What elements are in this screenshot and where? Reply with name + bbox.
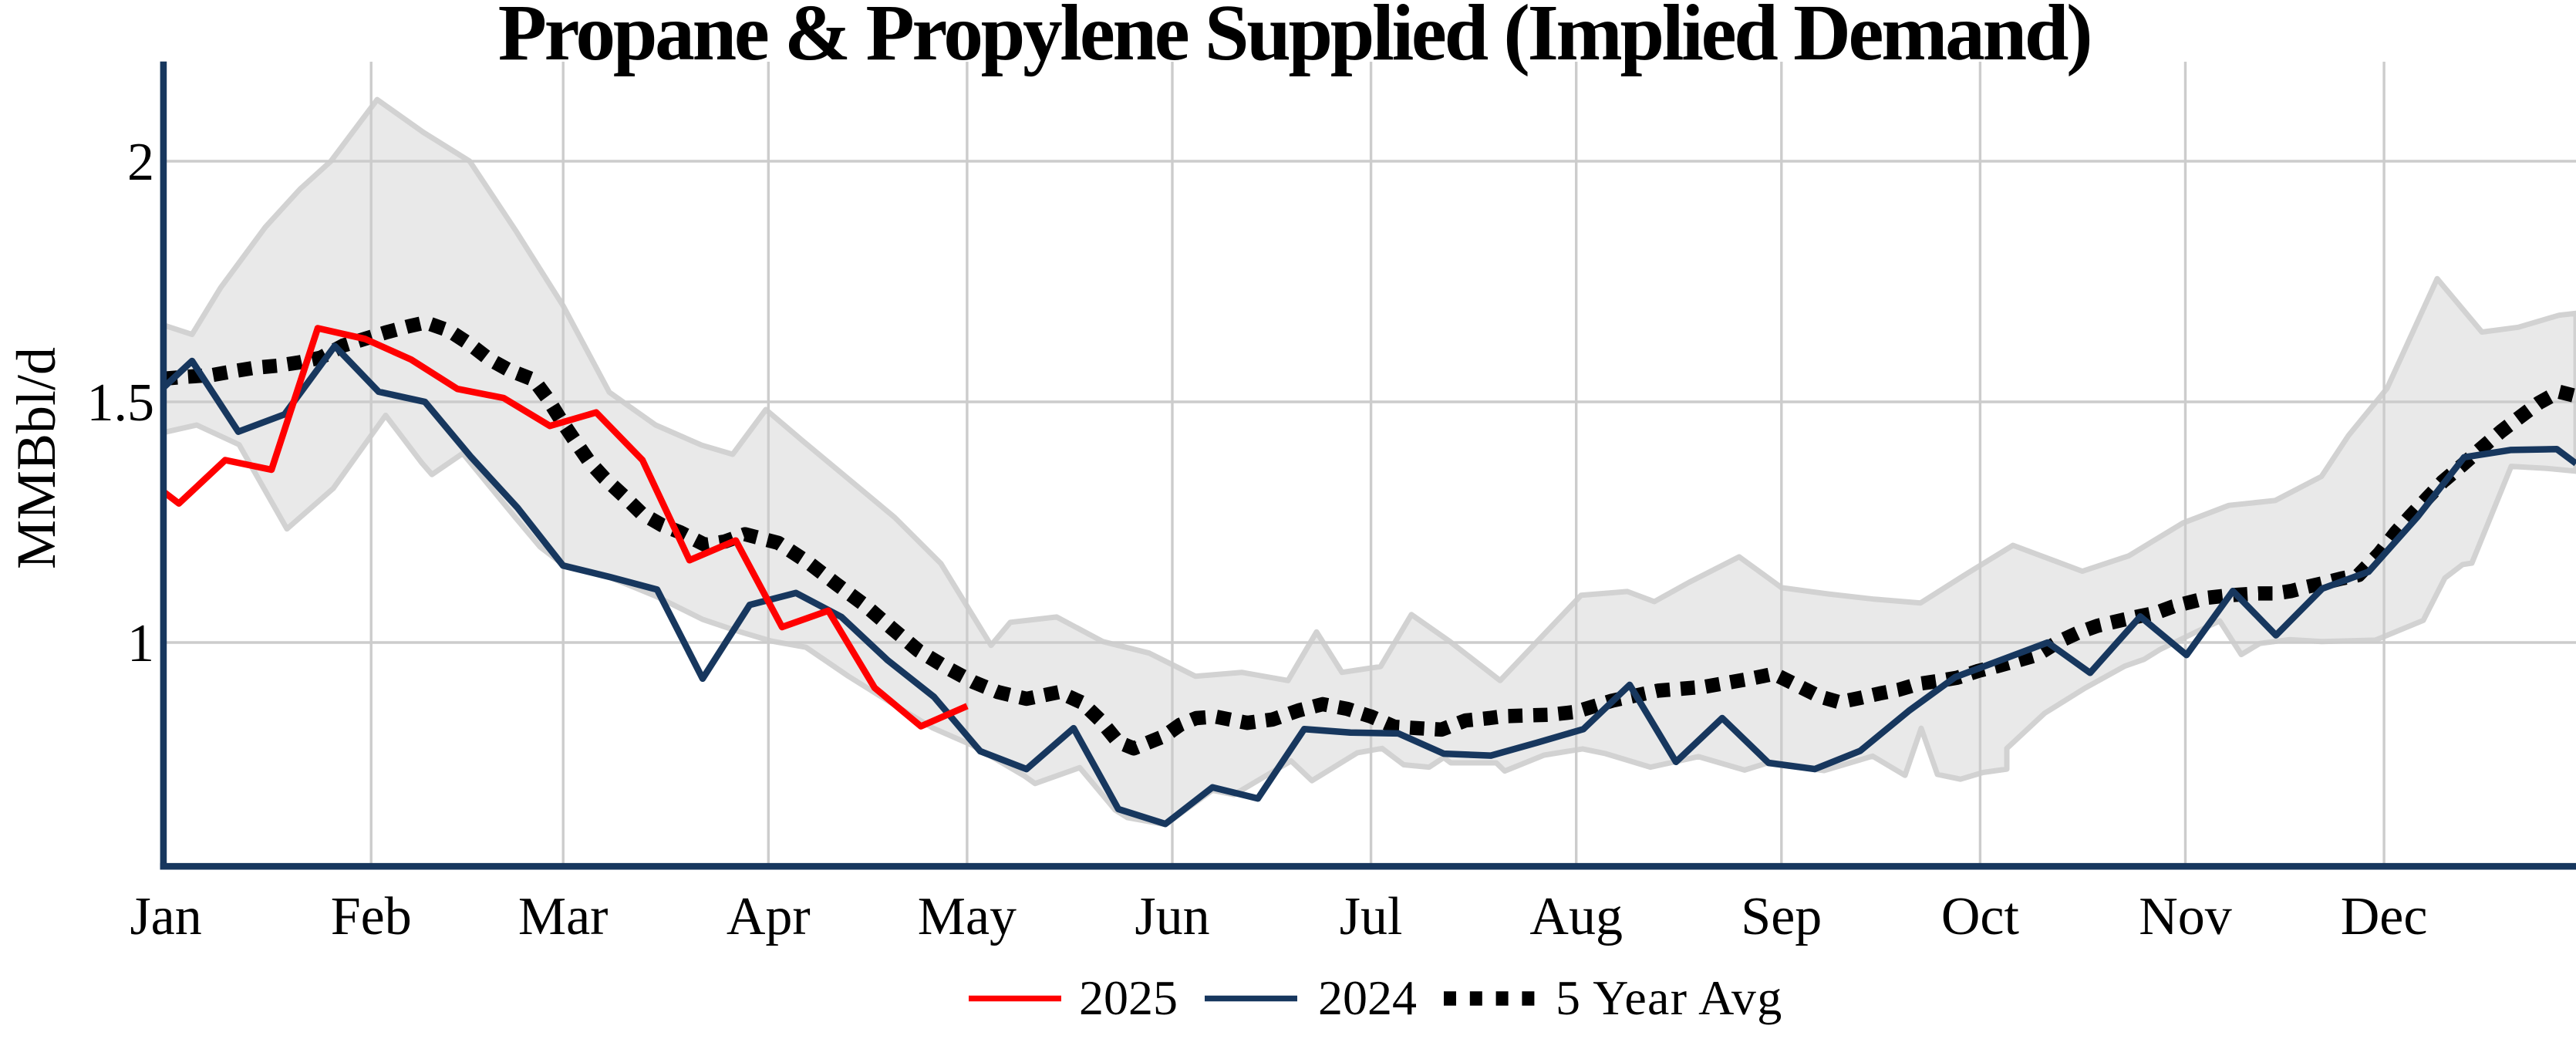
svg-text:Mar: Mar [518,887,609,946]
svg-text:Sep: Sep [1741,887,1822,946]
svg-text:2: 2 [127,133,154,192]
svg-text:Jan: Jan [130,887,201,946]
svg-text:1: 1 [127,614,154,673]
svg-text:Jun: Jun [1135,887,1209,946]
svg-text:Jul: Jul [1340,887,1403,946]
svg-text:5 Year Avg: 5 Year Avg [1556,970,1783,1025]
svg-text:May: May [918,887,1017,946]
svg-text:Aug: Aug [1529,887,1623,946]
svg-text:Feb: Feb [331,887,412,946]
svg-text:1.5: 1.5 [87,373,155,433]
svg-text:Dec: Dec [2341,887,2428,946]
svg-text:Propane & Propylene Supplied (: Propane & Propylene Supplied (Implied De… [498,0,2091,77]
svg-text:2025: 2025 [1079,970,1178,1025]
svg-text:MMBbl/d: MMBbl/d [5,347,67,569]
svg-text:2024: 2024 [1318,970,1417,1025]
svg-text:Apr: Apr [727,887,811,946]
svg-text:Nov: Nov [2139,887,2232,946]
svg-text:Oct: Oct [1941,887,2020,946]
